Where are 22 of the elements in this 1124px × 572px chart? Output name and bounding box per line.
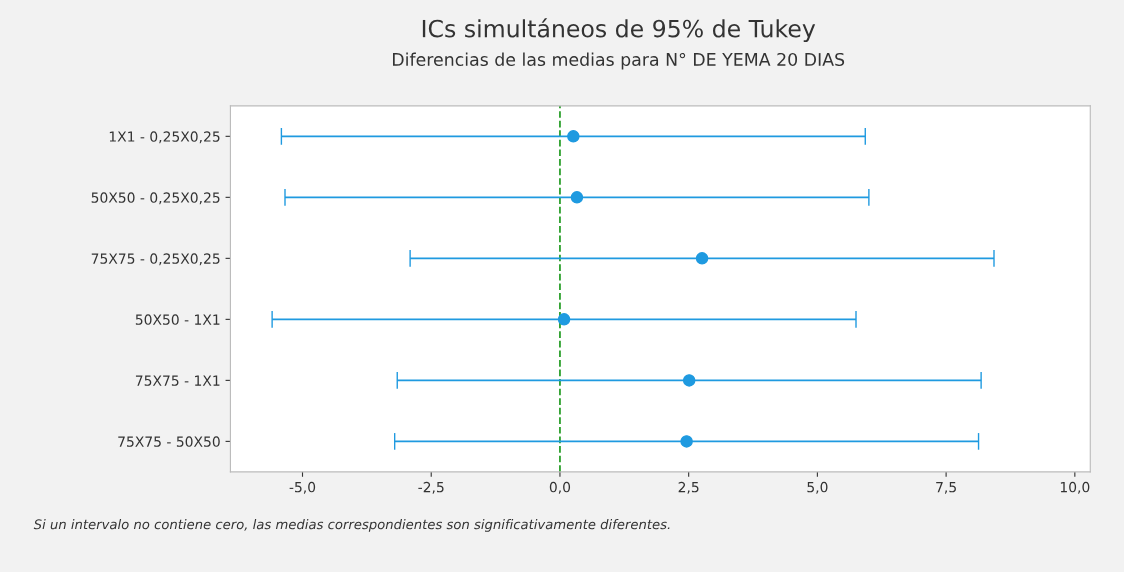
x-tick-label: -5,0 — [289, 481, 316, 494]
chart-title: ICs simultáneos de 95% de Tukey — [422, 18, 816, 43]
x-tick-label: -2,5 — [418, 481, 444, 494]
y-tick-label: 75X75 - 0,25X0,25 — [91, 253, 220, 266]
point — [680, 435, 693, 448]
y-tick-label: 50X50 - 0,25X0,25 — [91, 192, 220, 205]
point — [557, 313, 571, 326]
y-tick-label: 50X50 - 1X1 — [135, 314, 220, 325]
point — [567, 130, 580, 143]
x-tick-label: 7,5 — [936, 482, 956, 494]
point — [570, 191, 584, 204]
y-tick-label: 75X75 - 1X1 — [135, 375, 220, 386]
text: Si un intervalo no contiene cero, las medias correspondientes son significativamente diferentes. — [33, 519, 670, 532]
y-tick-label: 75X75 - 50X50 — [118, 436, 220, 447]
point — [695, 252, 709, 265]
x-tick-label: 0,0 — [549, 481, 571, 494]
x-tick-label: 10,0 — [1060, 481, 1090, 494]
chart-subtitle: Diferencias de las medias para N° DE YEMA 20 DIAS — [393, 52, 845, 70]
point — [682, 374, 696, 387]
x-tick-label: 5,0 — [807, 481, 828, 494]
y-tick-label: 1X1 - 0,25X0,25 — [109, 131, 220, 144]
x-tick-label: 2,5 — [678, 481, 699, 494]
